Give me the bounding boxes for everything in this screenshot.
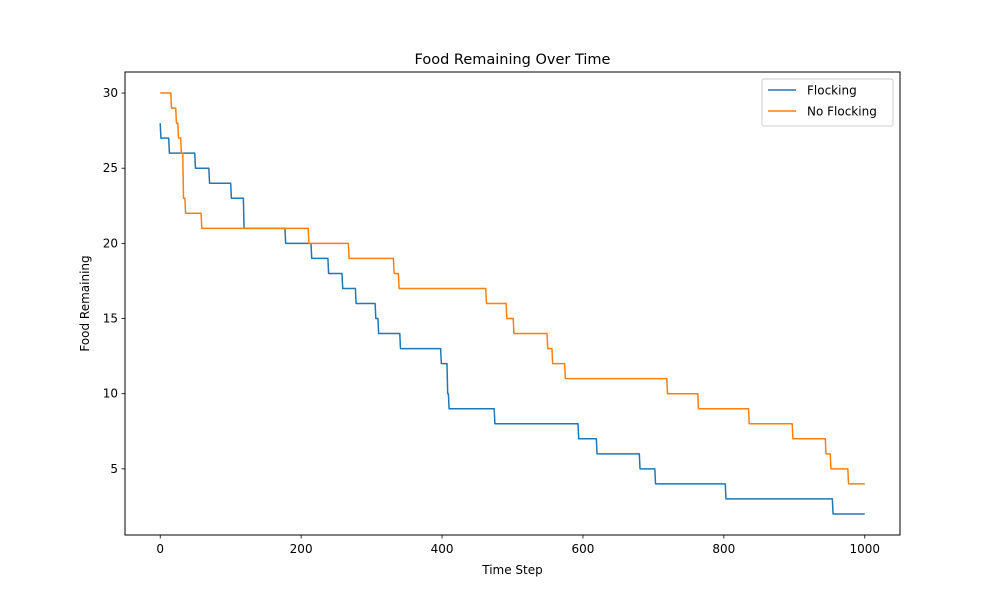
y-tick-label: 30 bbox=[103, 86, 118, 100]
x-tick-label: 400 bbox=[431, 542, 454, 556]
chart-title: Food Remaining Over Time bbox=[415, 52, 611, 68]
y-tick-label: 25 bbox=[103, 161, 118, 175]
y-axis-label: Food Remaining bbox=[78, 255, 92, 351]
x-tick-label: 600 bbox=[572, 542, 595, 556]
y-tick-label: 20 bbox=[103, 236, 118, 250]
legend-label-no-flocking: No Flocking bbox=[807, 105, 877, 119]
x-tick-label: 200 bbox=[290, 542, 313, 556]
legend-label-flocking: Flocking bbox=[807, 84, 857, 98]
x-tick-label: 0 bbox=[156, 542, 164, 556]
legend: Flocking No Flocking bbox=[762, 79, 893, 126]
y-tick-label: 5 bbox=[110, 462, 118, 476]
x-tick-label: 800 bbox=[712, 542, 735, 556]
y-tick-label: 10 bbox=[103, 387, 118, 401]
y-tick-label: 15 bbox=[103, 312, 118, 326]
x-axis-label: Time Step bbox=[481, 563, 543, 577]
x-tick-label: 1000 bbox=[849, 542, 880, 556]
